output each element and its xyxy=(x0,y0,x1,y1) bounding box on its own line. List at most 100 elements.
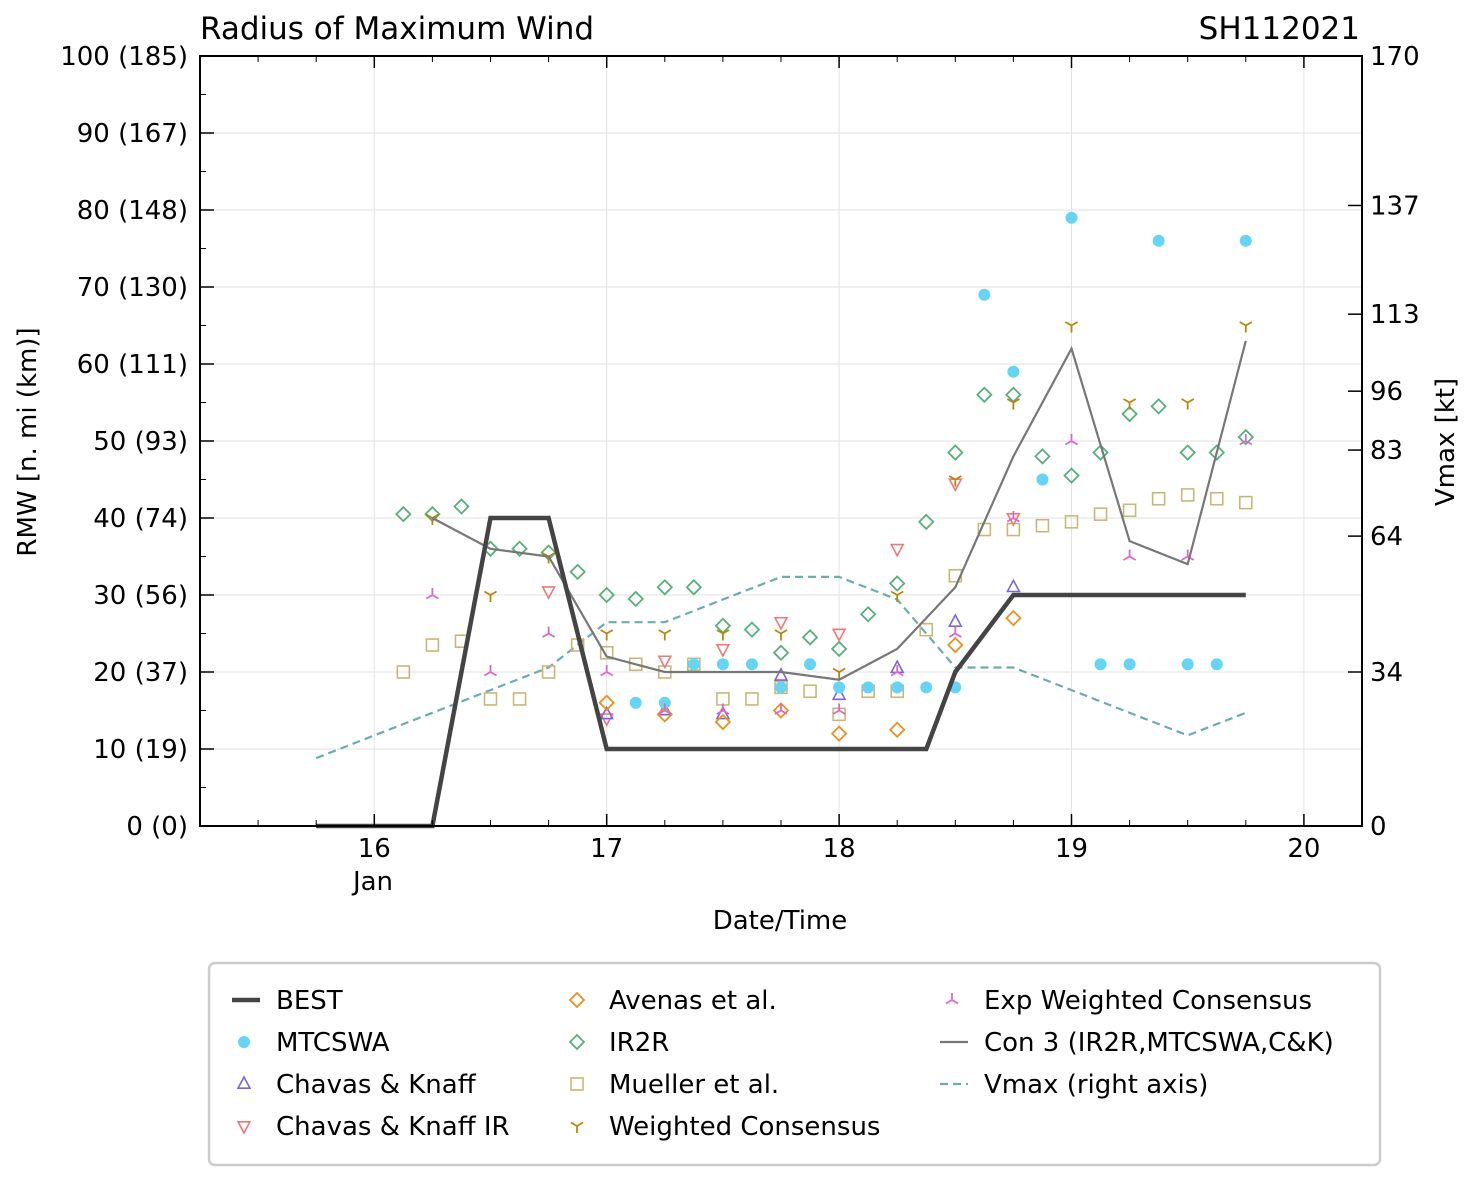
legend-entry-mtcswa: MTCSWA xyxy=(238,1028,390,1058)
legend-swatch xyxy=(236,1121,252,1135)
mueller-et-al-point xyxy=(1122,503,1137,518)
ir2r-point xyxy=(947,444,964,461)
ir2r-point xyxy=(1179,444,1196,461)
legend-box xyxy=(207,961,1382,1167)
y2-tick-label: 137 xyxy=(1370,191,1420,221)
x-axis-label: Date/Time xyxy=(713,906,848,936)
mtcswa-point xyxy=(775,681,787,694)
legend-swatch xyxy=(236,1075,252,1089)
avenas-et-al-point xyxy=(714,713,732,731)
legend-entry-weighted-consensus: Weighted Consensus xyxy=(570,1112,880,1142)
exp-weighted-consensus-point xyxy=(1123,549,1137,561)
mtcswa-point xyxy=(1007,365,1020,378)
ir2r-point xyxy=(627,590,645,608)
legend-swatch xyxy=(568,991,586,1009)
y2-tick-label: 0 xyxy=(1370,812,1387,842)
ir2r-point xyxy=(743,621,761,638)
exp-weighted-consensus-point xyxy=(425,588,439,600)
ir2r-point xyxy=(453,498,470,515)
exp-weighted-consensus-point xyxy=(483,665,498,677)
mtcswa-point xyxy=(978,288,991,301)
mtcswa-point xyxy=(1065,211,1078,224)
legend-entry-ir2r: IR2R xyxy=(568,1028,669,1058)
ir2r-point xyxy=(598,586,615,604)
mtcswa-point xyxy=(920,681,933,694)
ir2r-point xyxy=(976,386,993,404)
weighted-consensus-point xyxy=(600,629,614,641)
legend-label: Chavas & Knaff IR xyxy=(276,1112,510,1142)
ir2r-point xyxy=(1121,405,1138,423)
chavas-knaff-point xyxy=(773,667,789,681)
y-tick-label: 100 (185) xyxy=(60,42,188,72)
weighted-consensus-point xyxy=(658,629,672,641)
series-best xyxy=(316,515,1246,829)
exp-weighted-consensus-point xyxy=(948,626,962,638)
legend-label: Exp Weighted Consensus xyxy=(984,986,1312,1016)
legend-label: IR2R xyxy=(609,1028,669,1058)
exp-weighted-consensus-point xyxy=(716,703,730,715)
mtcswa-point xyxy=(716,658,729,671)
legend-entry-exp-weighted-consensus: Exp Weighted Consensus xyxy=(945,986,1312,1016)
mtcswa-point xyxy=(1181,658,1194,671)
series-mtcswa xyxy=(629,211,1252,709)
weighted-consensus-point xyxy=(1181,398,1195,410)
ir2r-point xyxy=(888,575,906,592)
mueller-et-al-point xyxy=(745,692,759,706)
avenas-et-al-point xyxy=(1005,609,1022,627)
weighted-consensus-point xyxy=(1123,398,1137,410)
exp-weighted-consensus-point xyxy=(1064,434,1079,446)
exp-weighted-consensus-point xyxy=(890,665,904,677)
mtcswa-point xyxy=(1210,658,1223,671)
avenas-et-al-point xyxy=(830,725,848,742)
legend-entry-avenas-et-al: Avenas et al. xyxy=(568,986,777,1016)
ir2r-point xyxy=(1237,428,1255,446)
exp-weighted-consensus-point xyxy=(542,626,556,638)
weighted-consensus-point xyxy=(832,667,846,679)
mtcswa-point xyxy=(804,658,817,671)
avenas-et-al-point xyxy=(772,702,790,719)
chavas-knaff-ir-point xyxy=(541,586,556,600)
legend-entry-chavas-knaff-ir: Chavas & Knaff IR xyxy=(236,1112,510,1142)
mtcswa-point xyxy=(891,681,904,694)
ir2r-point xyxy=(1150,398,1167,415)
mueller-et-al-point xyxy=(1093,507,1108,521)
ir2r-point xyxy=(830,640,848,658)
ir2r-point xyxy=(917,513,935,531)
mueller-et-al-point xyxy=(1151,491,1166,506)
avenas-et-al-point xyxy=(656,706,674,723)
ir2r-point xyxy=(685,579,703,596)
y-tick-label: 90 (167) xyxy=(77,119,188,149)
exp-weighted-consensus-point xyxy=(832,703,846,715)
mueller-et-al-point xyxy=(1239,495,1253,510)
legend-entry-con-3-ir2r-mtcswa-c-k: Con 3 (IR2R,MTCSWA,C&K) xyxy=(940,1028,1334,1058)
weighted-consensus-point xyxy=(716,629,730,641)
avenas-et-al-point xyxy=(598,694,615,712)
chavas-knaff-point xyxy=(599,705,614,720)
chavas-knaff-ir-point xyxy=(773,616,789,631)
mueller-et-al-point xyxy=(541,665,556,679)
mueller-et-al-point xyxy=(803,684,817,699)
chart-title: Radius of Maximum Wind xyxy=(200,11,594,47)
mtcswa-point xyxy=(629,696,642,709)
x-tick-label: 20 xyxy=(1287,834,1320,864)
weighted-consensus-point xyxy=(774,629,788,641)
x-tick-label: 18 xyxy=(823,834,856,864)
y-tick-label: 50 (93) xyxy=(93,427,188,457)
avenas-et-al-point xyxy=(947,636,964,654)
legend-label: Mueller et al. xyxy=(609,1070,779,1100)
legend-label: BEST xyxy=(276,986,343,1016)
ir2r-point xyxy=(1034,448,1051,465)
y2-axis-label: Vmax [kt] xyxy=(1431,378,1461,506)
series-exp-weighted-consensus xyxy=(425,434,1253,715)
mtcswa-point xyxy=(1123,658,1136,671)
mueller-et-al-point xyxy=(599,645,614,660)
axis-ticks: 16 17 18 19 20 0 (0) 10 (19) 20 (37) 30 (56) 40 (… xyxy=(60,42,1419,864)
y-tick-label: 30 (56) xyxy=(93,581,188,611)
legend-entry-mueller-et-al: Mueller et al. xyxy=(570,1070,779,1100)
exp-weighted-consensus-point xyxy=(600,665,614,677)
chavas-knaff-point xyxy=(948,613,963,627)
y-tick-label: 0 (0) xyxy=(126,812,188,842)
legend-label: Avenas et al. xyxy=(609,986,777,1016)
exp-weighted-consensus-point xyxy=(1239,434,1253,446)
legend-label: Vmax (right axis) xyxy=(984,1070,1208,1100)
